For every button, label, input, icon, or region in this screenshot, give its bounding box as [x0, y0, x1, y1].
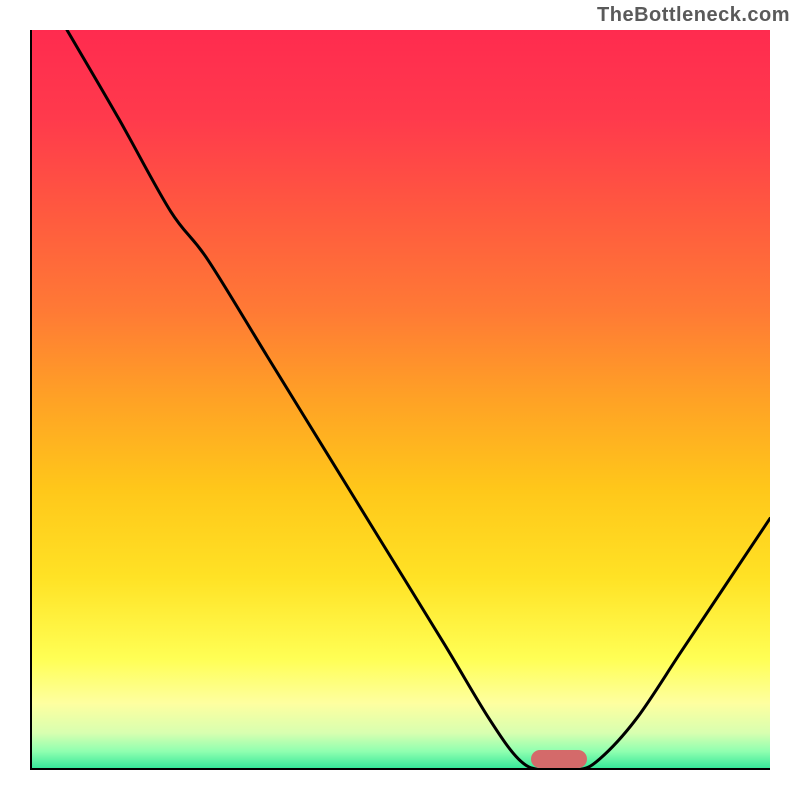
watermark-text: TheBottleneck.com — [597, 4, 790, 27]
plot-area — [30, 30, 770, 770]
chart-curve — [30, 30, 770, 770]
optimum-marker — [531, 750, 587, 769]
